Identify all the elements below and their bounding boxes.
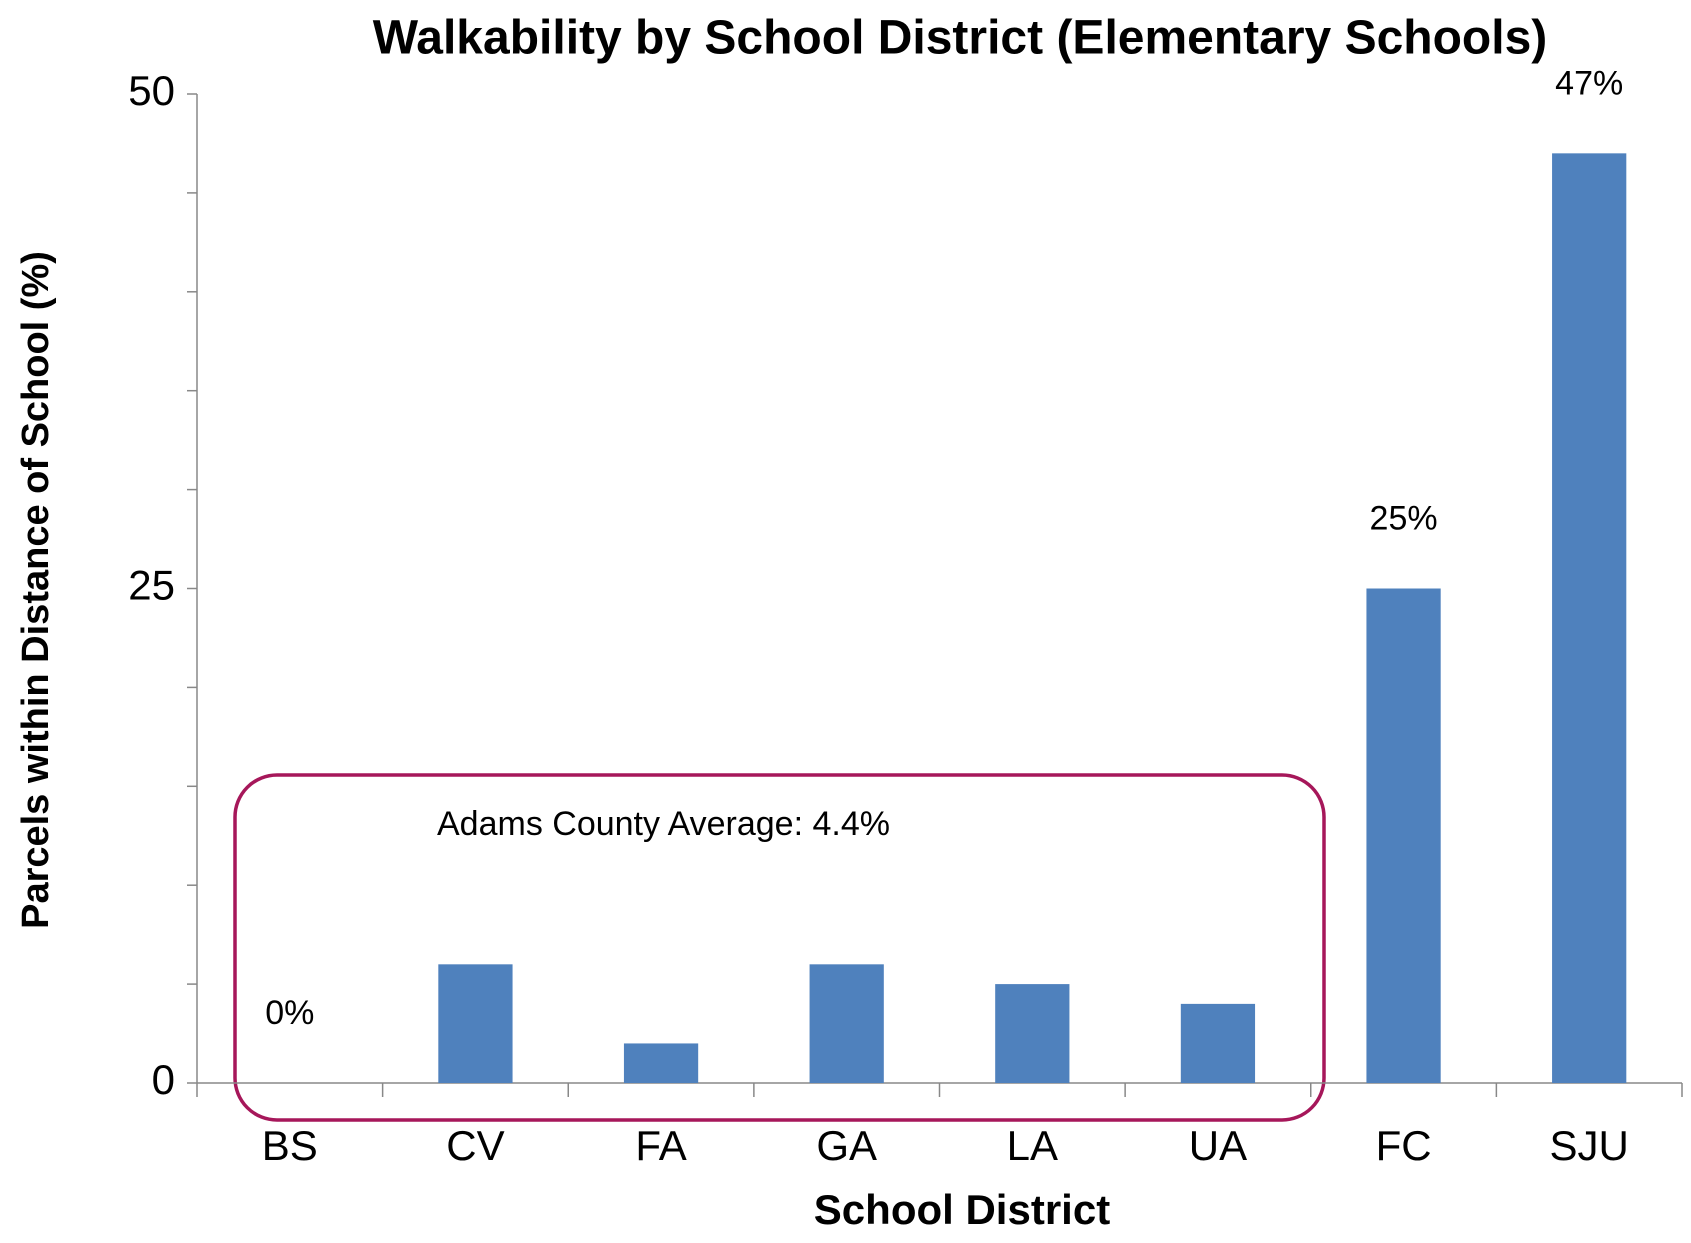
x-tick-label: BS xyxy=(262,1122,318,1169)
y-tick-label: 50 xyxy=(128,67,175,114)
bar xyxy=(438,964,513,1083)
y-axis-label: Parcels within Distance of School (%) xyxy=(15,251,57,929)
bar xyxy=(1366,588,1441,1083)
x-axis-label: School District xyxy=(814,1186,1110,1233)
x-tick-label: SJU xyxy=(1550,1122,1629,1169)
value-label: 0% xyxy=(265,994,314,1032)
x-tick-label: UA xyxy=(1189,1122,1247,1169)
x-tick-label: GA xyxy=(816,1122,877,1169)
bar xyxy=(809,964,884,1083)
y-tick-label: 0 xyxy=(152,1056,175,1103)
value-label: 25% xyxy=(1370,499,1438,537)
x-tick-label: FA xyxy=(635,1122,686,1169)
bar xyxy=(995,984,1070,1083)
value-label: 47% xyxy=(1555,64,1623,102)
bar xyxy=(1552,153,1627,1084)
x-tick-label: FC xyxy=(1376,1122,1432,1169)
x-tick-label: CV xyxy=(446,1122,504,1169)
bar xyxy=(623,1043,699,1083)
x-tick-label: LA xyxy=(1007,1122,1058,1169)
annotation-box xyxy=(233,773,1326,1122)
chart-title: Walkability by School District (Elementa… xyxy=(373,12,1548,65)
bar xyxy=(1180,1003,1256,1083)
annotation: Adams County Average: 4.4% xyxy=(437,805,890,843)
y-tick-label: 25 xyxy=(128,562,175,609)
